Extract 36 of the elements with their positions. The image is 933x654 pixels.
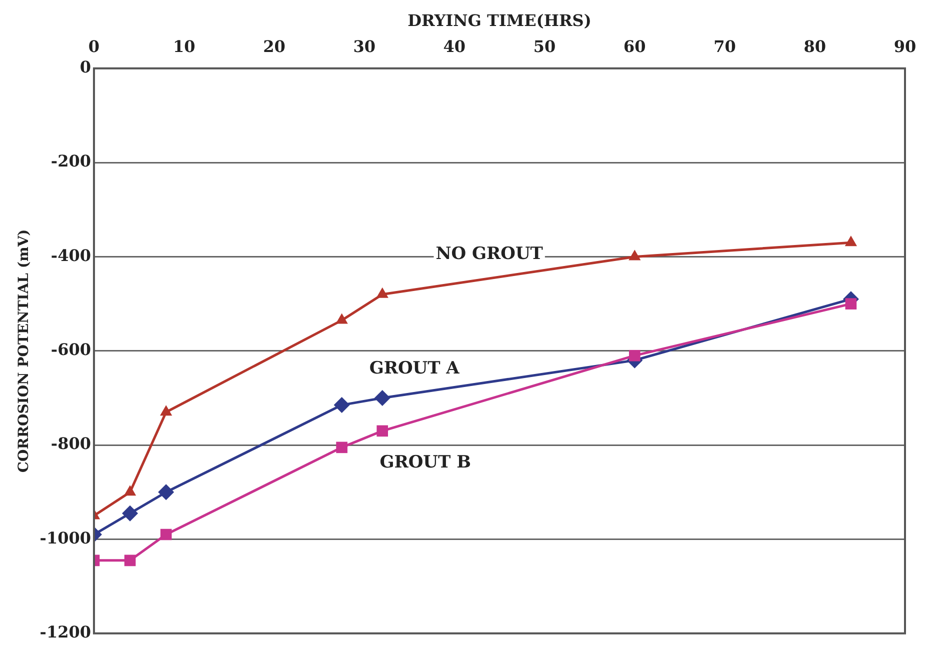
point [160, 528, 172, 540]
y-tick-label: -1000 [40, 528, 91, 548]
point [844, 236, 857, 246]
y-tick-label: -200 [50, 152, 91, 171]
point [160, 405, 172, 416]
point [374, 390, 390, 406]
x-tick-label: 40 [443, 36, 466, 56]
y-tick-label: -400 [50, 246, 91, 265]
x-axis-title: DRYING TIME(HRS) [408, 10, 592, 30]
x-tick-label: 80 [804, 36, 826, 56]
point [158, 484, 174, 500]
point [845, 298, 857, 310]
point [629, 350, 640, 362]
point [334, 397, 350, 414]
x-tick-label: 30 [353, 36, 376, 56]
x-tick-label: 10 [172, 36, 196, 56]
x-tick-label: 70 [714, 36, 736, 56]
x-tick-label: 50 [533, 36, 556, 56]
point [122, 505, 138, 522]
x-tick-label: 20 [263, 36, 286, 56]
series-label: GROUT A [369, 358, 460, 378]
y-axis-title: CORROSION POTENTIAL (mV) [16, 229, 32, 473]
point [376, 425, 388, 437]
x-tick-label: 90 [894, 36, 916, 56]
x-tick-label: 60 [624, 36, 646, 56]
point [336, 313, 348, 324]
point [628, 250, 641, 260]
series-label: NO GROUT [436, 244, 544, 264]
point [336, 442, 348, 454]
y-tick-label: 0 [80, 58, 91, 77]
y-tick-label: -1200 [40, 622, 91, 642]
y-tick-label: -600 [50, 340, 91, 360]
point [124, 554, 136, 566]
y-tick-label: -800 [50, 434, 91, 454]
point [376, 287, 388, 298]
series-label: GROUT B [380, 452, 471, 472]
